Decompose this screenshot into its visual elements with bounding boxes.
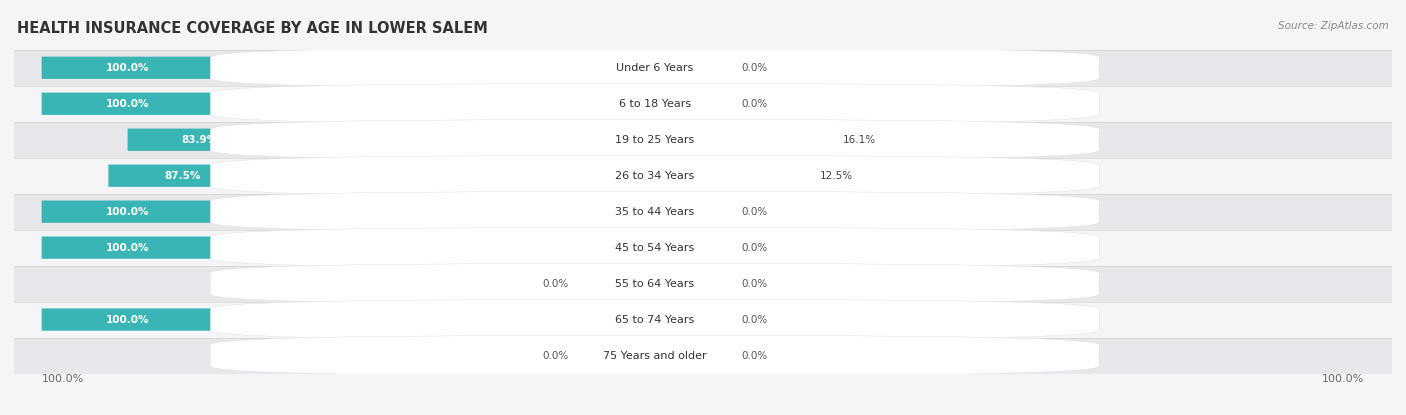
Text: 35 to 44 Years: 35 to 44 Years: [616, 207, 695, 217]
FancyBboxPatch shape: [211, 48, 1099, 88]
Bar: [14, 86, 1392, 122]
FancyBboxPatch shape: [108, 164, 575, 187]
Text: 0.0%: 0.0%: [741, 207, 768, 217]
Text: 19 to 25 Years: 19 to 25 Years: [616, 135, 695, 145]
FancyBboxPatch shape: [211, 264, 1099, 304]
Text: 100.0%: 100.0%: [42, 374, 84, 383]
FancyBboxPatch shape: [211, 335, 1099, 376]
FancyBboxPatch shape: [211, 300, 1099, 339]
FancyBboxPatch shape: [42, 308, 575, 331]
Text: 75 Years and older: 75 Years and older: [603, 351, 707, 361]
FancyBboxPatch shape: [42, 200, 575, 223]
Bar: [14, 194, 1392, 229]
FancyBboxPatch shape: [211, 156, 1099, 196]
Text: HEALTH INSURANCE COVERAGE BY AGE IN LOWER SALEM: HEALTH INSURANCE COVERAGE BY AGE IN LOWE…: [17, 21, 488, 36]
Text: 6 to 18 Years: 6 to 18 Years: [619, 99, 690, 109]
Text: 0.0%: 0.0%: [741, 315, 768, 325]
Text: 0.0%: 0.0%: [543, 278, 568, 288]
Text: 100.0%: 100.0%: [105, 243, 149, 253]
FancyBboxPatch shape: [128, 129, 575, 151]
Text: 0.0%: 0.0%: [741, 99, 768, 109]
FancyBboxPatch shape: [211, 227, 1099, 268]
Bar: [14, 302, 1392, 337]
Bar: [14, 50, 1392, 86]
FancyBboxPatch shape: [211, 192, 1099, 232]
FancyBboxPatch shape: [211, 84, 1099, 124]
Bar: [14, 229, 1392, 266]
FancyBboxPatch shape: [734, 129, 835, 151]
FancyBboxPatch shape: [42, 237, 575, 259]
Text: Source: ZipAtlas.com: Source: ZipAtlas.com: [1278, 21, 1389, 31]
FancyBboxPatch shape: [42, 56, 575, 79]
Text: 0.0%: 0.0%: [741, 351, 768, 361]
Text: 45 to 54 Years: 45 to 54 Years: [616, 243, 695, 253]
Bar: [14, 158, 1392, 194]
Text: 0.0%: 0.0%: [741, 243, 768, 253]
Text: 16.1%: 16.1%: [842, 135, 876, 145]
Text: 100.0%: 100.0%: [1322, 374, 1364, 383]
Text: 65 to 74 Years: 65 to 74 Years: [616, 315, 695, 325]
Text: 100.0%: 100.0%: [105, 63, 149, 73]
Text: 26 to 34 Years: 26 to 34 Years: [616, 171, 695, 181]
Text: 12.5%: 12.5%: [820, 171, 853, 181]
FancyBboxPatch shape: [42, 93, 575, 115]
Text: 0.0%: 0.0%: [741, 278, 768, 288]
Bar: [14, 122, 1392, 158]
Bar: [14, 337, 1392, 374]
Text: 100.0%: 100.0%: [105, 207, 149, 217]
Text: 55 to 64 Years: 55 to 64 Years: [616, 278, 695, 288]
FancyBboxPatch shape: [211, 120, 1099, 160]
FancyBboxPatch shape: [734, 164, 813, 187]
Text: 100.0%: 100.0%: [105, 315, 149, 325]
Text: 83.9%: 83.9%: [181, 135, 218, 145]
Text: 0.0%: 0.0%: [741, 63, 768, 73]
Text: 0.0%: 0.0%: [543, 351, 568, 361]
Text: 87.5%: 87.5%: [165, 171, 201, 181]
Text: Under 6 Years: Under 6 Years: [616, 63, 693, 73]
Bar: [14, 266, 1392, 302]
Text: 100.0%: 100.0%: [105, 99, 149, 109]
